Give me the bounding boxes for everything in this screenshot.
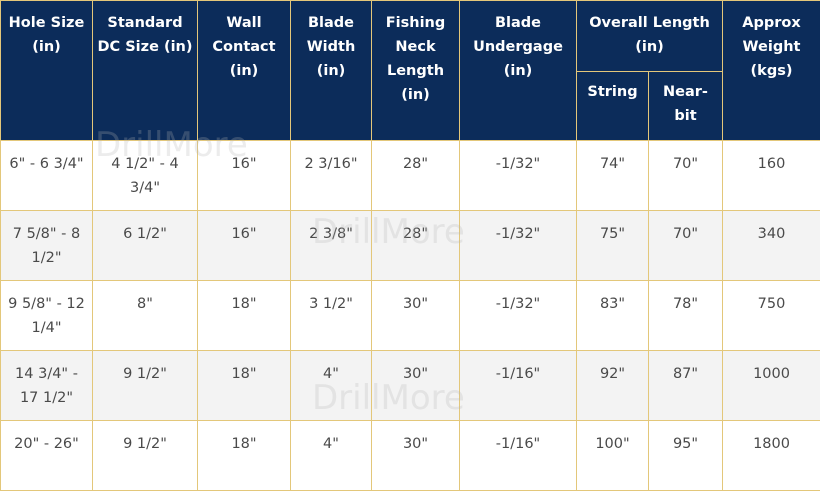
cell-undergage: -1/16" [460, 421, 577, 491]
cell-undergage: -1/16" [460, 351, 577, 421]
cell-wall-contact: 16" [198, 141, 291, 211]
cell-blade-width: 2 3/16" [291, 141, 372, 211]
cell-fishing-neck: 28" [372, 211, 460, 281]
cell-string-length: 74" [577, 141, 649, 211]
cell-hole-size: 7 5/8" - 8 1/2" [1, 211, 93, 281]
cell-dc-size: 9 1/2" [93, 351, 198, 421]
table-row: 14 3/4" - 17 1/2"9 1/2"18"4"30"-1/16"92"… [1, 351, 820, 421]
table-row: 9 5/8" - 12 1/4"8"18"3 1/2"30"-1/32"83"7… [1, 281, 820, 351]
cell-blade-width: 4" [291, 421, 372, 491]
table-row: 20" - 26"9 1/2"18"4"30"-1/16"100"95"1800 [1, 421, 820, 491]
header-near-bit: Near-bit [649, 72, 723, 141]
cell-wall-contact: 16" [198, 211, 291, 281]
cell-undergage: -1/32" [460, 211, 577, 281]
header-hole-size: Hole Size (in) [1, 1, 93, 141]
cell-near-bit-length: 78" [649, 281, 723, 351]
cell-fishing-neck: 30" [372, 281, 460, 351]
cell-near-bit-length: 70" [649, 211, 723, 281]
cell-wall-contact: 18" [198, 281, 291, 351]
header-blade-width: Blade Width (in) [291, 1, 372, 141]
cell-hole-size: 6" - 6 3/4" [1, 141, 93, 211]
cell-hole-size: 14 3/4" - 17 1/2" [1, 351, 93, 421]
cell-fishing-neck: 30" [372, 421, 460, 491]
cell-near-bit-length: 95" [649, 421, 723, 491]
cell-hole-size: 9 5/8" - 12 1/4" [1, 281, 93, 351]
cell-blade-width: 2 3/8" [291, 211, 372, 281]
header-fishing-neck: Fishing Neck Length (in) [372, 1, 460, 141]
cell-string-length: 75" [577, 211, 649, 281]
cell-near-bit-length: 87" [649, 351, 723, 421]
header-dc-size: Standard DC Size (in) [93, 1, 198, 141]
header-wall-contact: Wall Contact (in) [198, 1, 291, 141]
cell-dc-size: 9 1/2" [93, 421, 198, 491]
cell-undergage: -1/32" [460, 141, 577, 211]
cell-blade-width: 3 1/2" [291, 281, 372, 351]
cell-weight: 160 [723, 141, 820, 211]
cell-weight: 750 [723, 281, 820, 351]
cell-near-bit-length: 70" [649, 141, 723, 211]
cell-blade-width: 4" [291, 351, 372, 421]
cell-string-length: 100" [577, 421, 649, 491]
cell-fishing-neck: 30" [372, 351, 460, 421]
cell-hole-size: 20" - 26" [1, 421, 93, 491]
header-weight: Approx Weight (kgs) [723, 1, 820, 141]
cell-weight: 1800 [723, 421, 820, 491]
cell-dc-size: 4 1/2" - 4 3/4" [93, 141, 198, 211]
cell-undergage: -1/32" [460, 281, 577, 351]
header-overall-length: Overall Length (in) [577, 1, 723, 72]
table-row: 7 5/8" - 8 1/2"6 1/2"16"2 3/8"28"-1/32"7… [1, 211, 820, 281]
cell-fishing-neck: 28" [372, 141, 460, 211]
cell-string-length: 92" [577, 351, 649, 421]
cell-wall-contact: 18" [198, 421, 291, 491]
cell-weight: 1000 [723, 351, 820, 421]
cell-dc-size: 6 1/2" [93, 211, 198, 281]
header-undergage: Blade Undergage (in) [460, 1, 577, 141]
table-row: 6" - 6 3/4"4 1/2" - 4 3/4"16"2 3/16"28"-… [1, 141, 820, 211]
cell-wall-contact: 18" [198, 351, 291, 421]
header-string: String [577, 72, 649, 141]
cell-dc-size: 8" [93, 281, 198, 351]
cell-string-length: 83" [577, 281, 649, 351]
cell-weight: 340 [723, 211, 820, 281]
